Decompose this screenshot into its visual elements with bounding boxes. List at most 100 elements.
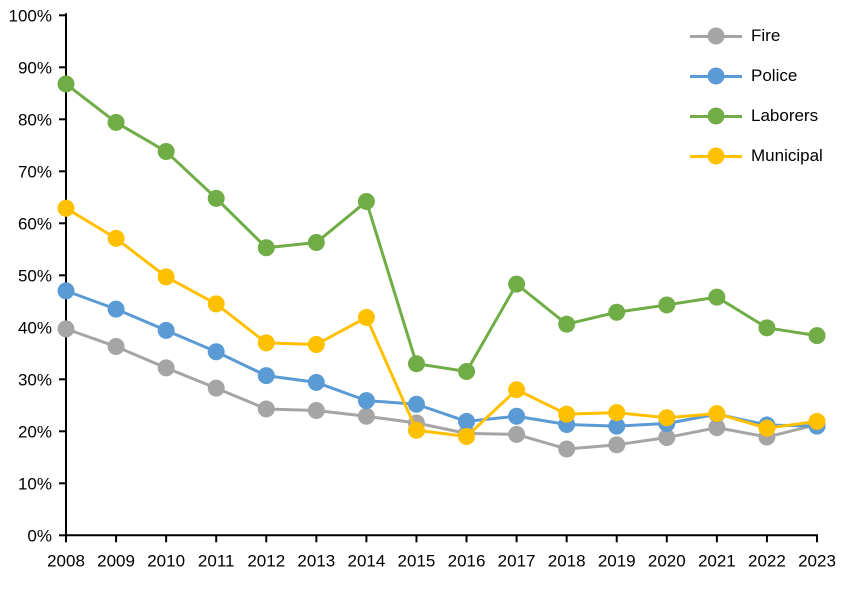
data-point-laborers-2012 [257,239,275,257]
data-point-laborers-2020 [658,296,676,314]
y-tick-label: 80% [18,110,52,129]
series-line [65,289,818,428]
data-point-municipal-2019 [608,404,626,422]
y-tick-label: 70% [18,162,52,181]
data-point-municipal-2016 [458,428,476,445]
police-line-swatch [690,67,742,85]
data-point-fire-2017 [508,425,526,443]
data-point-police-2011 [207,343,225,361]
data-point-police-2012 [257,367,275,385]
legend-item-municipal: Municipal [690,136,823,176]
y-tick-label: 30% [18,370,52,389]
y-tick-label: 10% [18,474,52,493]
legend-label-police: Police [751,66,798,85]
x-tick-label: 2018 [548,551,586,570]
data-point-police-2013 [307,373,325,391]
data-point-municipal-2020 [658,409,676,427]
laborers-marker-icon [707,107,725,125]
data-point-fire-2009 [107,338,125,356]
data-point-laborers-2013 [307,234,325,252]
data-point-fire-2010 [157,359,175,377]
data-point-municipal-2010 [157,268,175,286]
x-tick-label: 2020 [648,551,686,570]
series-line [65,206,818,438]
x-tick-label: 2021 [698,551,736,570]
data-point-municipal-2009 [107,229,125,247]
x-tick-label: 2012 [247,551,285,570]
data-point-fire-2014 [357,407,375,425]
data-point-laborers-2022 [758,319,776,337]
fire-marker-icon [707,27,725,45]
data-point-fire-2012 [257,400,275,418]
data-point-municipal-2018 [558,405,576,423]
x-tick-label: 2017 [498,551,536,570]
data-point-police-2009 [107,300,125,318]
data-point-laborers-2019 [608,303,626,321]
x-tick-label: 2022 [748,551,786,570]
data-point-municipal-2012 [257,334,275,352]
legend-item-fire: Fire [690,16,823,56]
y-tick-label: 90% [18,58,52,77]
data-point-municipal-2022 [758,419,776,437]
data-point-municipal-2023 [808,412,826,430]
municipal-line-swatch [690,147,742,165]
data-point-laborers-2021 [708,288,726,306]
x-tick-label: 2011 [198,551,235,570]
series-municipal [57,199,826,445]
data-point-laborers-2009 [107,113,125,131]
series-line [65,82,818,373]
data-point-police-2017 [508,407,526,425]
series-laborers [57,75,826,380]
data-point-fire-2013 [307,402,325,419]
y-tick-label: 40% [18,318,52,337]
data-point-laborers-2014 [357,192,375,210]
series-fire [57,320,826,458]
legend-label-fire: Fire [751,26,781,45]
x-tick-label: 2010 [147,551,185,570]
data-point-laborers-2011 [207,189,225,207]
data-point-municipal-2014 [357,308,375,326]
data-point-laborers-2016 [458,363,476,380]
legend-label-laborers: Laborers [751,106,819,125]
data-point-municipal-2013 [307,335,325,353]
data-point-laborers-2023 [808,327,826,345]
y-tick-label: 50% [18,266,52,285]
fire-line-swatch [690,27,742,45]
y-tick-label: 20% [18,422,52,441]
chart-legend: Fire Police Laborers Municipal [690,16,823,176]
data-point-municipal-2017 [508,381,526,399]
data-point-fire-2020 [658,429,676,447]
data-point-laborers-2010 [157,143,175,161]
data-point-fire-2008 [57,320,75,338]
data-point-municipal-2015 [407,421,425,439]
y-tick-label: 60% [18,214,52,233]
data-point-fire-2011 [207,379,225,397]
x-tick-label: 2019 [598,551,636,570]
y-axis: 0% 10% 20% 30% 40% 50% 60% 70% 80% 90% 100% [9,6,66,545]
data-point-fire-2018 [558,440,576,458]
data-point-municipal-2011 [207,295,225,313]
data-point-laborers-2018 [558,315,576,333]
legend-item-police: Police [690,56,823,96]
x-tick-label: 2016 [448,551,486,570]
legend-item-laborers: Laborers [690,96,823,136]
x-tick-label: 2009 [97,551,135,570]
x-tick-label: 2008 [47,551,85,570]
x-tick-label: 2015 [398,551,436,570]
legend-label-municipal: Municipal [751,146,823,165]
police-marker-icon [707,67,725,85]
x-tick-label: 2013 [297,551,335,570]
x-tick-label: 2014 [347,551,385,570]
data-point-municipal-2021 [708,405,726,423]
data-point-laborers-2008 [57,75,75,93]
data-point-police-2010 [157,321,175,339]
data-point-fire-2019 [608,436,626,454]
data-point-laborers-2017 [508,275,526,293]
data-point-police-2019 [608,417,626,435]
data-point-police-2008 [57,282,75,300]
data-point-municipal-2008 [57,199,75,217]
data-point-fire-2021 [708,419,726,437]
x-axis: 2008 2009 2010 2011 2012 2013 2014 2015 2016 2017… [47,535,836,570]
y-tick-label: 100% [9,6,52,25]
